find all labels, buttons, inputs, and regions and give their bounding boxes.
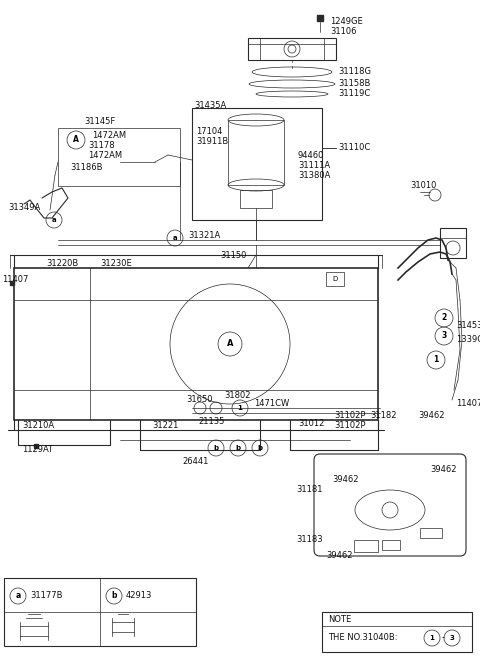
Text: THE NO.31040B:: THE NO.31040B:	[328, 634, 400, 643]
Bar	[248, 38, 336, 60]
Text: 3: 3	[450, 635, 455, 641]
Text: 42913: 42913	[126, 592, 152, 600]
Text: 31183: 31183	[296, 536, 323, 545]
Text: -: -	[442, 634, 445, 643]
Text: 1339CC: 1339CC	[456, 336, 480, 344]
Text: 31221: 31221	[152, 420, 179, 430]
Text: 2: 2	[442, 314, 446, 322]
Text: A: A	[73, 136, 79, 144]
Text: 39462: 39462	[326, 551, 352, 561]
Text: A: A	[227, 340, 233, 348]
Text: 1129AT: 1129AT	[22, 446, 53, 455]
Text: 31119C: 31119C	[338, 89, 370, 99]
Bar	[240, 190, 272, 208]
Text: a: a	[52, 217, 56, 223]
Text: 31012: 31012	[298, 420, 324, 428]
Text: 31802: 31802	[224, 391, 251, 401]
Text: 31106: 31106	[330, 28, 357, 36]
Text: 31181: 31181	[296, 485, 323, 495]
Text: 26441: 26441	[182, 457, 208, 467]
Text: 31210A: 31210A	[22, 422, 54, 430]
Text: b: b	[111, 592, 117, 600]
Text: 31230E: 31230E	[100, 260, 132, 269]
Text: 31453B: 31453B	[456, 322, 480, 330]
Text: 31110C: 31110C	[338, 144, 370, 152]
Text: 31182: 31182	[370, 410, 396, 420]
Text: 31186B: 31186B	[70, 164, 103, 173]
Text: 31220B: 31220B	[46, 260, 78, 269]
Text: 31102P: 31102P	[334, 422, 365, 430]
Text: D: D	[332, 276, 337, 282]
Text: 31349A: 31349A	[8, 203, 40, 213]
Bar	[382, 540, 400, 550]
Bar	[322, 612, 472, 652]
Text: 31111A: 31111A	[298, 160, 330, 169]
Text: 1: 1	[433, 355, 439, 365]
Text: 31150: 31150	[220, 250, 246, 260]
Text: 31102P: 31102P	[334, 410, 365, 420]
Bar	[58, 128, 180, 186]
Bar	[420, 528, 442, 538]
Text: 11407: 11407	[456, 399, 480, 408]
Text: 94460: 94460	[298, 150, 324, 160]
Text: a: a	[173, 235, 177, 241]
Text: 31435A: 31435A	[194, 101, 226, 111]
Text: 31158B: 31158B	[338, 79, 371, 89]
Text: 1472AM: 1472AM	[88, 152, 122, 160]
Text: 31650: 31650	[186, 395, 213, 404]
Text: 31380A: 31380A	[298, 171, 330, 179]
Bar	[326, 272, 344, 286]
Text: 17104: 17104	[196, 128, 222, 136]
Text: 31118G: 31118G	[338, 66, 371, 75]
Text: NOTE: NOTE	[328, 616, 351, 624]
Text: 1: 1	[238, 405, 242, 411]
Text: a: a	[15, 592, 21, 600]
Bar	[4, 578, 196, 646]
Bar	[192, 108, 322, 220]
Text: 31177B: 31177B	[30, 592, 62, 600]
Text: 21135: 21135	[198, 418, 224, 426]
Text: 31145F: 31145F	[84, 117, 115, 126]
Text: 39462: 39462	[418, 410, 444, 420]
Text: 1: 1	[430, 635, 434, 641]
Text: 11407: 11407	[2, 275, 28, 285]
Text: 31321A: 31321A	[188, 230, 220, 240]
Text: b: b	[257, 445, 263, 451]
Text: 31178: 31178	[88, 142, 115, 150]
Text: b: b	[214, 445, 218, 451]
Bar	[440, 228, 466, 258]
Text: 3: 3	[442, 332, 446, 340]
Text: 1472AM: 1472AM	[92, 132, 126, 140]
Text: 39462: 39462	[430, 465, 456, 475]
Text: 31911B: 31911B	[196, 138, 228, 146]
Bar	[14, 268, 378, 420]
Bar	[228, 120, 284, 185]
Bar	[354, 540, 378, 552]
Text: 31010: 31010	[410, 181, 436, 191]
Text: 1471CW: 1471CW	[254, 399, 289, 408]
Text: b: b	[235, 445, 240, 451]
Text: 39462: 39462	[332, 475, 359, 485]
Text: 1249GE: 1249GE	[330, 17, 363, 26]
